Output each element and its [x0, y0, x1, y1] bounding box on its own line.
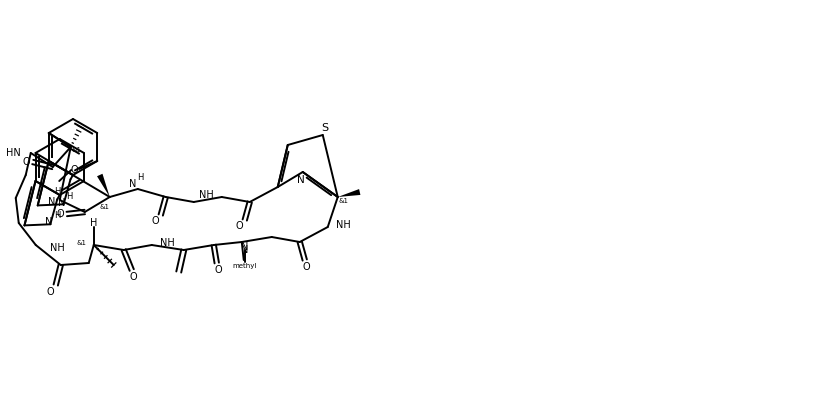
Text: H: H	[138, 172, 144, 182]
Text: N: N	[48, 197, 56, 207]
Text: H: H	[54, 211, 61, 220]
Text: O: O	[130, 272, 138, 282]
Text: N: N	[44, 217, 52, 227]
Text: O: O	[152, 216, 160, 226]
Text: H: H	[66, 192, 73, 201]
Text: HN: HN	[6, 148, 20, 158]
Text: N: N	[58, 198, 66, 208]
Text: N: N	[129, 179, 137, 189]
Text: &1: &1	[72, 147, 82, 153]
Text: O: O	[236, 221, 243, 231]
Text: O: O	[47, 287, 55, 297]
Text: N: N	[296, 175, 305, 185]
Text: N: N	[241, 242, 248, 252]
Polygon shape	[97, 174, 110, 197]
Text: O: O	[70, 165, 78, 175]
Text: NH: NH	[50, 243, 65, 253]
Text: NH: NH	[199, 190, 214, 200]
Text: O: O	[57, 209, 65, 219]
Text: NH: NH	[160, 238, 174, 248]
Text: N: N	[241, 245, 248, 255]
Text: O: O	[303, 262, 310, 272]
Text: &1: &1	[100, 204, 110, 210]
Polygon shape	[337, 189, 360, 197]
Text: O: O	[215, 265, 223, 275]
Text: O: O	[23, 157, 30, 167]
Text: &1: &1	[339, 198, 349, 204]
Text: H: H	[90, 218, 97, 228]
Text: &1: &1	[77, 240, 87, 246]
Text: NH: NH	[336, 220, 351, 230]
Text: H: H	[55, 188, 61, 196]
Text: methyl: methyl	[233, 263, 257, 269]
Text: S: S	[321, 123, 328, 133]
